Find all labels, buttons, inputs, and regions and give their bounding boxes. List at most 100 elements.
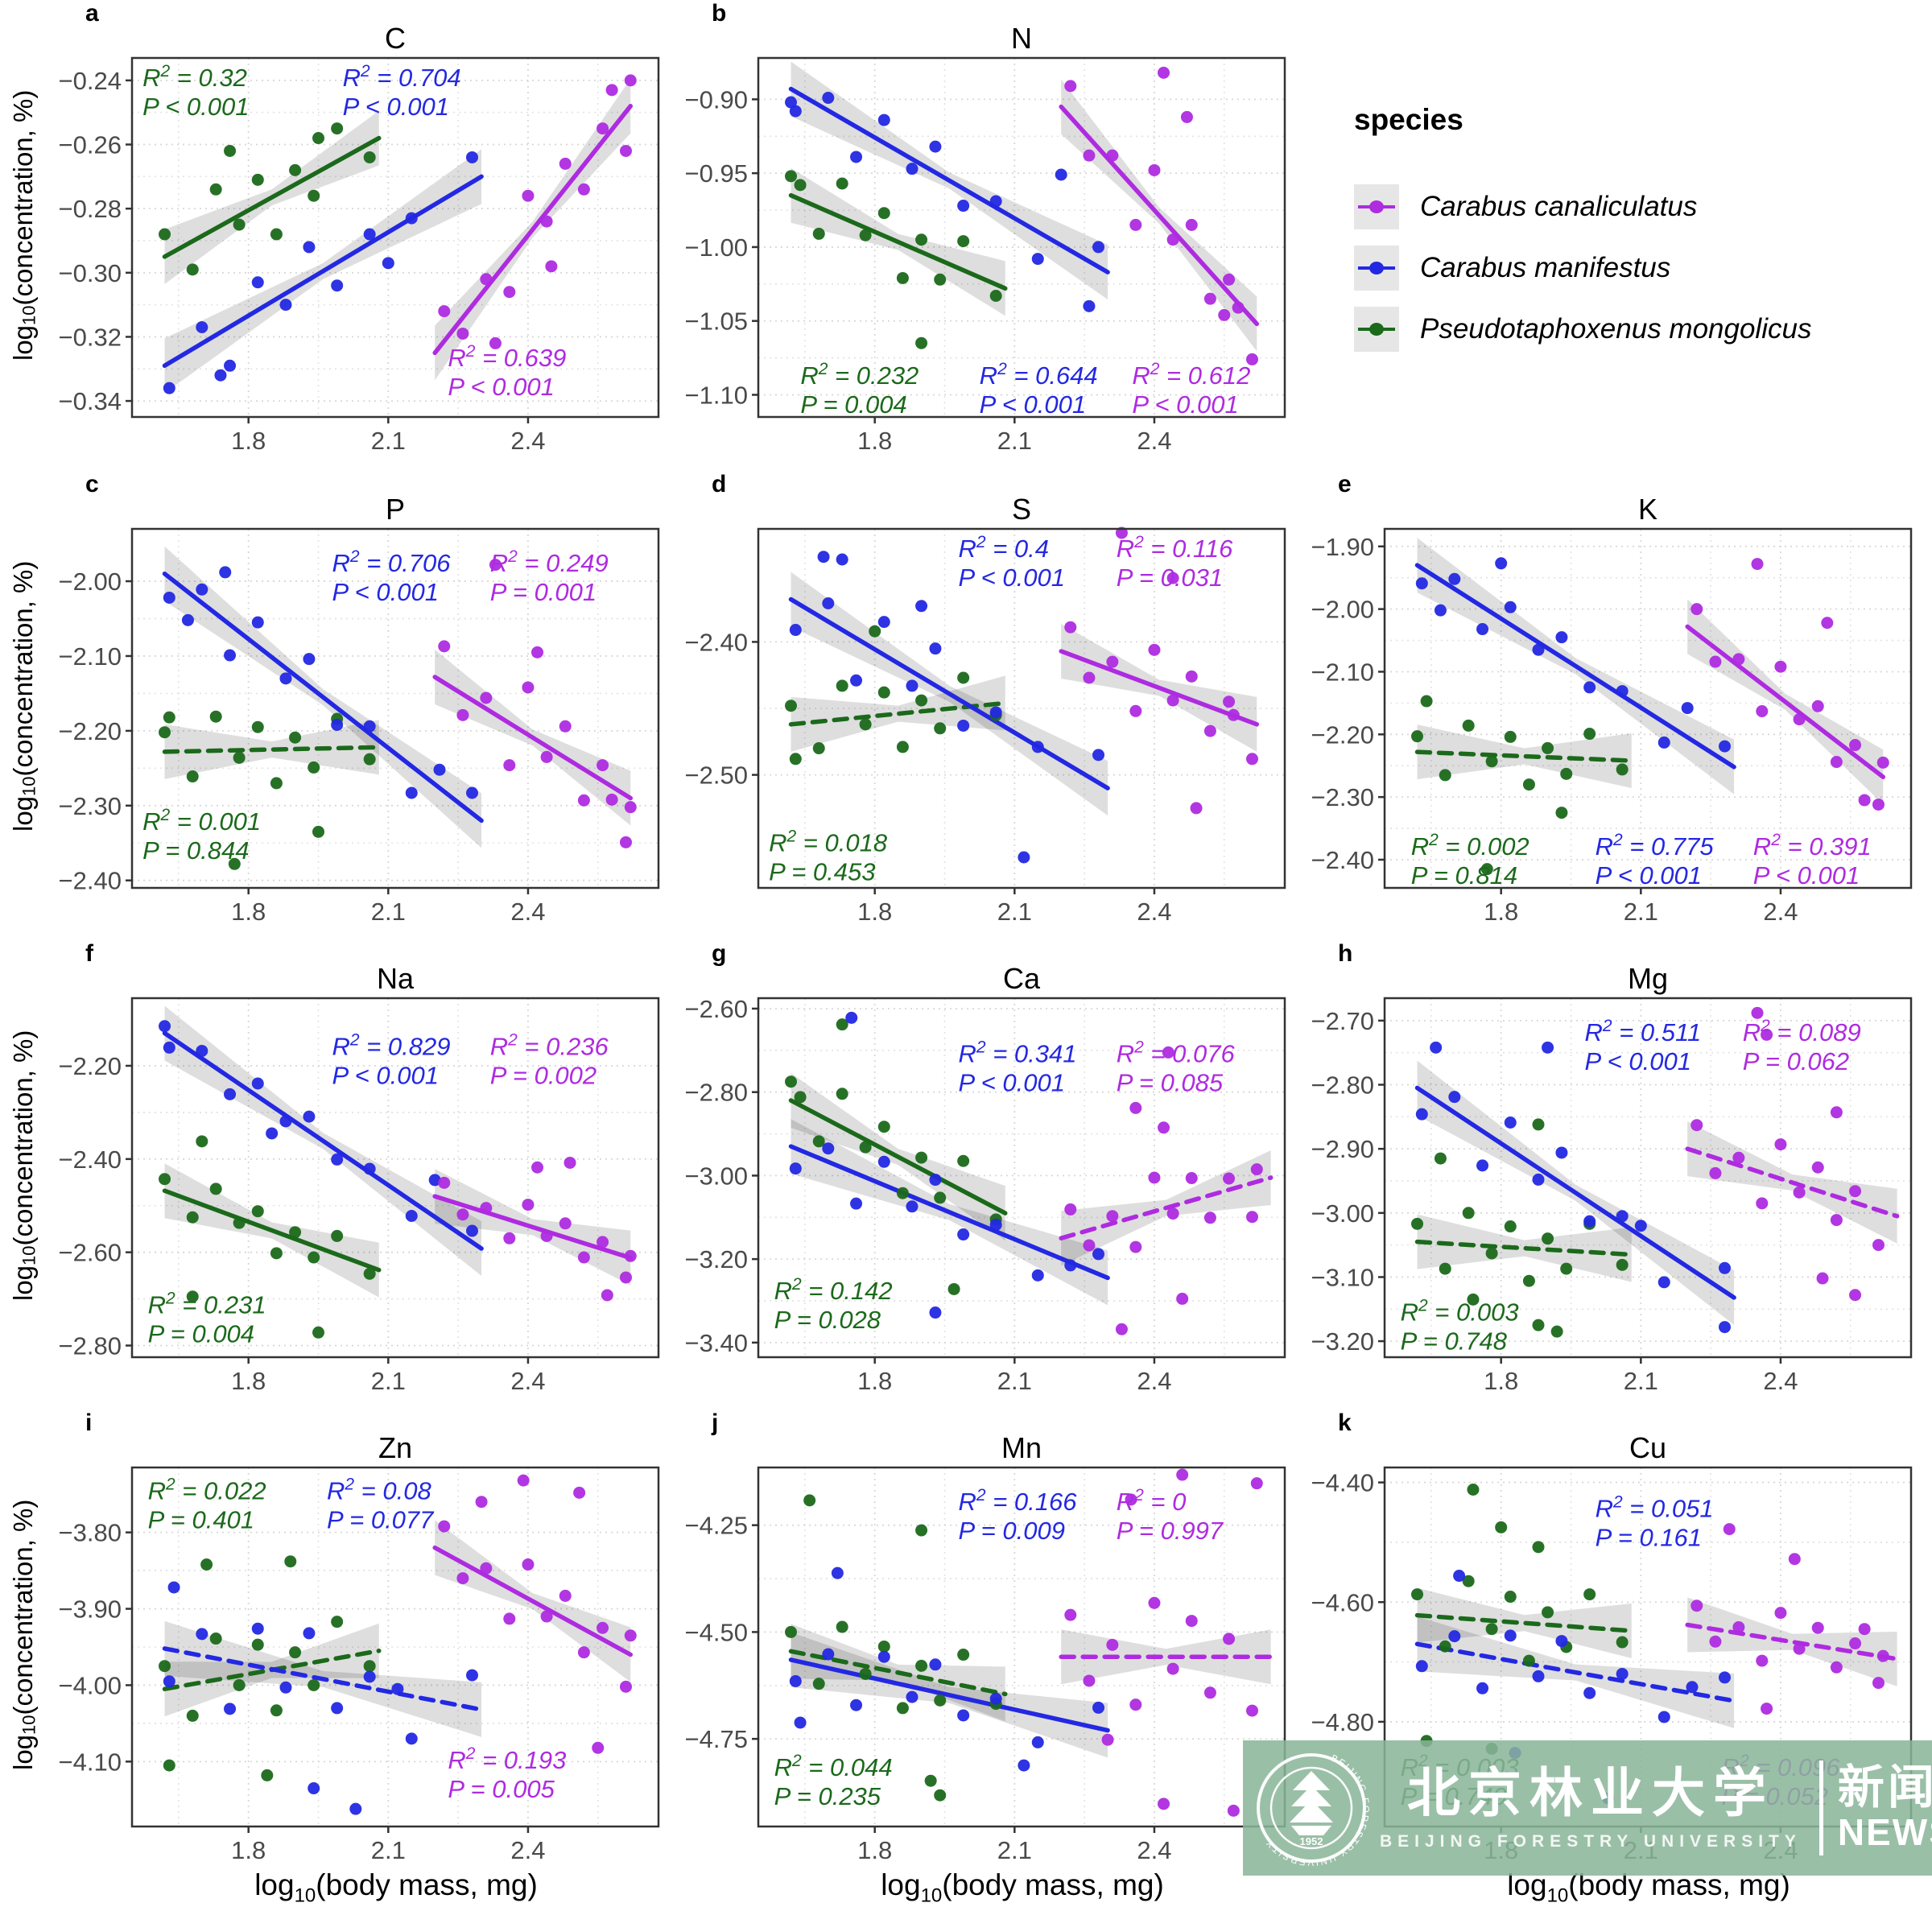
svg-text:P = 0.844: P = 0.844 xyxy=(142,836,249,865)
svg-text:P = 0.002: P = 0.002 xyxy=(490,1062,597,1090)
svg-text:P < 0.001: P < 0.001 xyxy=(343,93,449,121)
svg-text:−2.00: −2.00 xyxy=(59,568,122,596)
svg-text:−3.90: −3.90 xyxy=(59,1595,122,1624)
svg-text:2.1: 2.1 xyxy=(997,1836,1032,1864)
panel-a: a R2 = 0.32 P < 0.001 R2 = 0.704 P < 0.001 R… xyxy=(48,0,670,469)
svg-text:−2.60: −2.60 xyxy=(59,1239,122,1267)
svg-text:P = 0.005: P = 0.005 xyxy=(448,1775,555,1803)
svg-text:−3.40: −3.40 xyxy=(685,1329,748,1357)
svg-text:Zn: Zn xyxy=(378,1431,412,1464)
watermark-divider xyxy=(1818,1760,1823,1855)
legend-item-carabus-manifestus: Carabus manifestus xyxy=(1354,243,1811,293)
svg-text:P = 0.085: P = 0.085 xyxy=(1117,1069,1224,1097)
svg-text:−3.80: −3.80 xyxy=(59,1519,122,1547)
svg-text:R2 = 0.704: R2 = 0.704 xyxy=(343,62,461,92)
svg-text:P = 0.004: P = 0.004 xyxy=(148,1320,254,1348)
svg-text:R2 = 0.051: R2 = 0.051 xyxy=(1596,1493,1714,1523)
row-1: log10(concentration, %) a R2 = 0.32 P < 0… xyxy=(0,0,1932,469)
y-axis-label: log10(concentration, %) xyxy=(8,1030,39,1302)
svg-text:R2 = 0: R2 = 0 xyxy=(1117,1486,1187,1516)
panel-letter: j xyxy=(712,1410,719,1436)
svg-text:−2.90: −2.90 xyxy=(1311,1135,1374,1163)
svg-text:−2.50: −2.50 xyxy=(685,762,748,790)
row-2: log10(concentration, %) c R2 = 0.001 P = … xyxy=(0,471,1932,940)
svg-text:2.4: 2.4 xyxy=(1137,1367,1171,1395)
panel-letter: h xyxy=(1338,940,1353,967)
watermark-news-en: NEWS xyxy=(1837,1811,1932,1853)
svg-text:−0.90: −0.90 xyxy=(685,85,748,114)
svg-text:P = 0.748: P = 0.748 xyxy=(1401,1327,1508,1356)
legend-item-pseudotaphoxenus-mongolicus: Pseudotaphoxenus mongolicus xyxy=(1354,304,1811,354)
svg-text:2.1: 2.1 xyxy=(371,427,406,455)
svg-text:P < 0.001: P < 0.001 xyxy=(142,93,249,121)
svg-text:−2.80: −2.80 xyxy=(59,1332,122,1360)
svg-text:P < 0.001: P < 0.001 xyxy=(448,373,554,401)
panel-letter: g xyxy=(712,940,727,967)
svg-text:−4.50: −4.50 xyxy=(685,1618,748,1646)
panel-letter: i xyxy=(85,1410,93,1436)
svg-text:R2 = 0.391: R2 = 0.391 xyxy=(1753,831,1872,861)
svg-text:R2 = 0.089: R2 = 0.089 xyxy=(1743,1017,1861,1046)
svg-text:P = 0.001: P = 0.001 xyxy=(490,578,597,606)
svg-text:−2.20: −2.20 xyxy=(59,1052,122,1080)
svg-text:R2 = 0.231: R2 = 0.231 xyxy=(148,1290,266,1319)
svg-text:−4.10: −4.10 xyxy=(59,1748,122,1776)
svg-text:P = 0.004: P = 0.004 xyxy=(800,390,906,419)
svg-text:P = 0.997: P = 0.997 xyxy=(1117,1517,1224,1545)
panel-g: g R2 = 0.142 P = 0.028 R2 = 0.341 P < 0.001… xyxy=(675,940,1296,1410)
svg-text:P < 0.001: P < 0.001 xyxy=(1585,1047,1691,1075)
legend-label: Pseudotaphoxenus mongolicus xyxy=(1420,313,1812,345)
svg-text:R2 = 0.249: R2 = 0.249 xyxy=(490,547,609,577)
svg-text:P < 0.001: P < 0.001 xyxy=(332,578,439,606)
svg-text:−0.32: −0.32 xyxy=(59,323,122,351)
svg-text:R2 = 0.08: R2 = 0.08 xyxy=(327,1475,432,1505)
svg-text:R2 = 0.341: R2 = 0.341 xyxy=(959,1038,1077,1068)
svg-text:R2 = 0.018: R2 = 0.018 xyxy=(769,828,888,857)
svg-text:K: K xyxy=(1638,493,1657,526)
svg-text:1.8: 1.8 xyxy=(1484,1367,1518,1395)
svg-text:−0.26: −0.26 xyxy=(59,131,122,159)
svg-text:1.8: 1.8 xyxy=(857,898,892,926)
svg-text:2.4: 2.4 xyxy=(1137,427,1171,455)
svg-text:R2 = 0.003: R2 = 0.003 xyxy=(1401,1297,1519,1327)
svg-text:−1.90: −1.90 xyxy=(1311,533,1374,561)
svg-text:Ca: Ca xyxy=(1003,962,1041,995)
svg-text:1.8: 1.8 xyxy=(231,898,266,926)
panel-h: h R2 = 0.003 P = 0.748 R2 = 0.511 P < 0.001… xyxy=(1301,940,1922,1410)
svg-text:P = 0.401: P = 0.401 xyxy=(148,1505,254,1533)
svg-text:P: P xyxy=(386,493,405,526)
watermark-en-text: BEIJING FORESTRY UNIVERSITY xyxy=(1380,1832,1802,1851)
legend-cell: species Carabus canaliculatus Carabus ma… xyxy=(1301,0,1922,469)
svg-text:P = 0.235: P = 0.235 xyxy=(774,1782,881,1810)
y-axis-label: log10(concentration, %) xyxy=(8,89,39,361)
svg-text:P = 0.161: P = 0.161 xyxy=(1596,1524,1702,1552)
svg-text:P = 0.453: P = 0.453 xyxy=(769,858,875,886)
svg-text:−2.20: −2.20 xyxy=(59,717,122,745)
svg-text:2.1: 2.1 xyxy=(997,1367,1032,1395)
svg-text:R2 = 0.612: R2 = 0.612 xyxy=(1132,360,1250,390)
svg-text:−2.20: −2.20 xyxy=(1311,720,1374,749)
svg-text:P = 0.814: P = 0.814 xyxy=(1411,861,1517,890)
panel-e: e R2 = 0.002 P = 0.814 R2 = 0.775 P < 0.001… xyxy=(1301,471,1922,940)
svg-text:2.4: 2.4 xyxy=(510,427,545,455)
svg-text:1.8: 1.8 xyxy=(231,1836,266,1864)
svg-text:2.1: 2.1 xyxy=(1624,1367,1658,1395)
watermark-news-cn: 新闻 xyxy=(1837,1761,1932,1814)
svg-text:−2.40: −2.40 xyxy=(1311,846,1374,874)
y-axis-label: log10(concentration, %) xyxy=(8,1499,39,1771)
svg-text:−2.40: −2.40 xyxy=(59,1145,122,1174)
svg-text:1.8: 1.8 xyxy=(231,1367,266,1395)
svg-text:−2.30: −2.30 xyxy=(59,792,122,820)
panel-f: f R2 = 0.231 P = 0.004 R2 = 0.829 P < 0.001… xyxy=(48,940,670,1410)
svg-text:−2.40: −2.40 xyxy=(685,628,748,656)
svg-text:−3.20: −3.20 xyxy=(685,1245,748,1273)
svg-text:−2.00: −2.00 xyxy=(1311,596,1374,624)
legend-title: species xyxy=(1354,103,1463,136)
row-4: log10(concentration, %) i R2 = 0.022 P = … xyxy=(0,1410,1932,1906)
